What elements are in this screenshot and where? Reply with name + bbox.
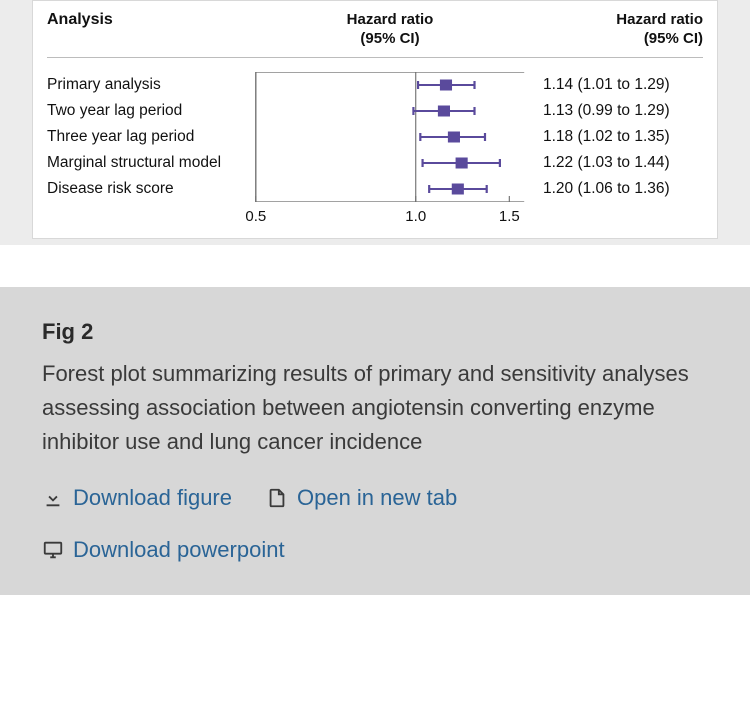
figure-image-panel: Analysis Hazard ratio (95% CI) Hazard ra… [0, 0, 750, 245]
open-new-tab-link[interactable]: Open in new tab [266, 485, 457, 511]
figure-caption-panel: Fig 2 Forest plot summarizing results of… [0, 287, 750, 595]
analysis-row-value: 1.13 (0.99 to 1.29) [533, 98, 703, 124]
download-powerpoint-label: Download powerpoint [73, 537, 285, 563]
header-plot: Hazard ratio (95% CI) [247, 11, 533, 49]
forest-plot-svg [247, 72, 533, 202]
forest-plot-svg-wrap [247, 72, 533, 202]
header-value-l1: Hazard ratio [533, 11, 703, 30]
figure-links: Download figure Open in new tab Download… [42, 485, 708, 563]
axis-tick-label: 0.5 [245, 208, 266, 225]
axis-tick-label: 1.5 [499, 208, 520, 225]
file-icon [266, 487, 288, 509]
analysis-row-label: Primary analysis [47, 72, 247, 98]
forest-plot-axis: 0.5 1.0 1.5 [247, 206, 533, 230]
analysis-row-value: 1.18 (1.02 to 1.35) [533, 124, 703, 150]
forest-plot: Analysis Hazard ratio (95% CI) Hazard ra… [32, 0, 718, 239]
analysis-row-value: 1.20 (1.06 to 1.36) [533, 176, 703, 202]
forest-plot-labels: Primary analysisTwo year lag periodThree… [47, 72, 247, 202]
analysis-row-label: Three year lag period [47, 124, 247, 150]
monitor-icon [42, 539, 64, 561]
open-new-tab-label: Open in new tab [297, 485, 457, 511]
analysis-row-label: Marginal structural model [47, 150, 247, 176]
header-value: Hazard ratio (95% CI) [533, 11, 703, 49]
header-analysis: Analysis [47, 11, 247, 49]
axis-tick-label: 1.0 [405, 208, 426, 225]
forest-plot-axis-row: 0.5 1.0 1.5 [47, 206, 703, 230]
analysis-row-value: 1.14 (1.01 to 1.29) [533, 72, 703, 98]
analysis-row-label: Two year lag period [47, 98, 247, 124]
header-plot-l1: Hazard ratio [247, 11, 533, 30]
figure-label: Fig 2 [42, 319, 708, 345]
figure-caption: Forest plot summarizing results of prima… [42, 357, 708, 459]
forest-plot-header: Analysis Hazard ratio (95% CI) Hazard ra… [47, 11, 703, 58]
forest-plot-body: Primary analysisTwo year lag periodThree… [47, 72, 703, 202]
download-figure-link[interactable]: Download figure [42, 485, 232, 511]
header-value-l2: (95% CI) [533, 30, 703, 49]
analysis-row-label: Disease risk score [47, 176, 247, 202]
header-plot-l2: (95% CI) [247, 30, 533, 49]
analysis-row-value: 1.22 (1.03 to 1.44) [533, 150, 703, 176]
download-figure-label: Download figure [73, 485, 232, 511]
download-powerpoint-link[interactable]: Download powerpoint [42, 537, 285, 563]
forest-plot-values: 1.14 (1.01 to 1.29)1.13 (0.99 to 1.29)1.… [533, 72, 703, 202]
download-icon [42, 487, 64, 509]
